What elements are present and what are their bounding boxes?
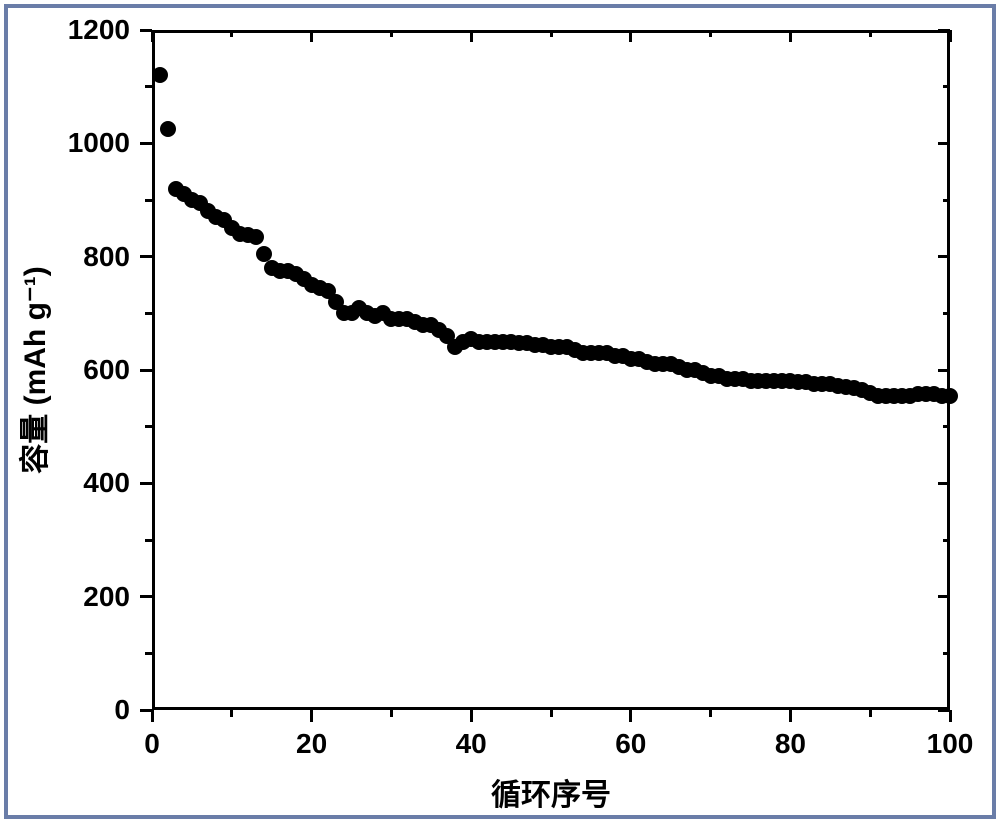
x-tick	[310, 710, 313, 722]
y-tick-right	[938, 369, 950, 372]
x-tick-top	[151, 30, 154, 42]
x-tick-top	[390, 30, 393, 37]
x-tick	[789, 710, 792, 722]
x-tick-top	[869, 30, 872, 37]
y-tick	[140, 29, 152, 32]
x-tick	[869, 710, 872, 717]
y-tick	[140, 482, 152, 485]
y-tick	[140, 369, 152, 372]
y-tick-label: 1200	[60, 14, 130, 46]
x-tick	[709, 710, 712, 717]
y-tick-label: 0	[60, 694, 130, 726]
y-tick	[140, 595, 152, 598]
y-tick-right	[943, 85, 950, 88]
x-tick-top	[789, 30, 792, 42]
x-tick	[230, 710, 233, 717]
x-tick-label: 80	[775, 728, 806, 760]
y-axis-title: 容量 (mAh g⁻¹)	[10, 266, 54, 473]
x-tick	[629, 710, 632, 722]
x-tick	[390, 710, 393, 717]
x-tick-label: 60	[615, 728, 646, 760]
x-tick-top	[949, 30, 952, 42]
x-tick-label: 20	[296, 728, 327, 760]
y-tick	[145, 425, 152, 428]
x-tick-label: 100	[927, 728, 974, 760]
y-tick-right	[943, 199, 950, 202]
y-tick	[145, 312, 152, 315]
y-tick	[140, 709, 152, 712]
x-tick-top	[310, 30, 313, 42]
x-tick-top	[629, 30, 632, 42]
x-tick-top	[709, 30, 712, 37]
y-tick-right	[943, 312, 950, 315]
y-axis-line	[152, 30, 155, 710]
chart-container: 020406080100020040060080010001200 容量 (mA…	[0, 0, 1000, 823]
y-tick-label: 1000	[60, 127, 130, 159]
x-tick-label: 40	[456, 728, 487, 760]
x-tick	[550, 710, 553, 717]
y-tick	[145, 652, 152, 655]
x-tick-label: 0	[144, 728, 160, 760]
data-point	[152, 67, 168, 83]
x-tick	[151, 710, 154, 722]
y-tick	[145, 85, 152, 88]
plot-area	[152, 30, 950, 710]
data-point	[942, 388, 958, 404]
y-tick-label: 800	[60, 241, 130, 273]
y-tick	[145, 199, 152, 202]
y-tick-label: 400	[60, 467, 130, 499]
y-tick-right	[938, 482, 950, 485]
y-tick-right	[938, 142, 950, 145]
y-tick	[145, 539, 152, 542]
x-axis-title: 循环序号	[491, 770, 611, 814]
x-tick	[470, 710, 473, 722]
x-tick-top	[230, 30, 233, 37]
y-tick	[140, 255, 152, 258]
x-tick	[949, 710, 952, 722]
y-tick-label: 200	[60, 581, 130, 613]
y-tick-right	[938, 29, 950, 32]
y-tick-right	[938, 709, 950, 712]
y-tick-right	[943, 539, 950, 542]
x-tick-top	[470, 30, 473, 42]
y-tick-right	[943, 652, 950, 655]
data-point	[248, 229, 264, 245]
data-point	[160, 121, 176, 137]
y-tick-label: 600	[60, 354, 130, 386]
x-tick-top	[550, 30, 553, 37]
y-tick	[140, 142, 152, 145]
y-tick-right	[943, 425, 950, 428]
y-tick-right	[938, 255, 950, 258]
y-tick-right	[938, 595, 950, 598]
